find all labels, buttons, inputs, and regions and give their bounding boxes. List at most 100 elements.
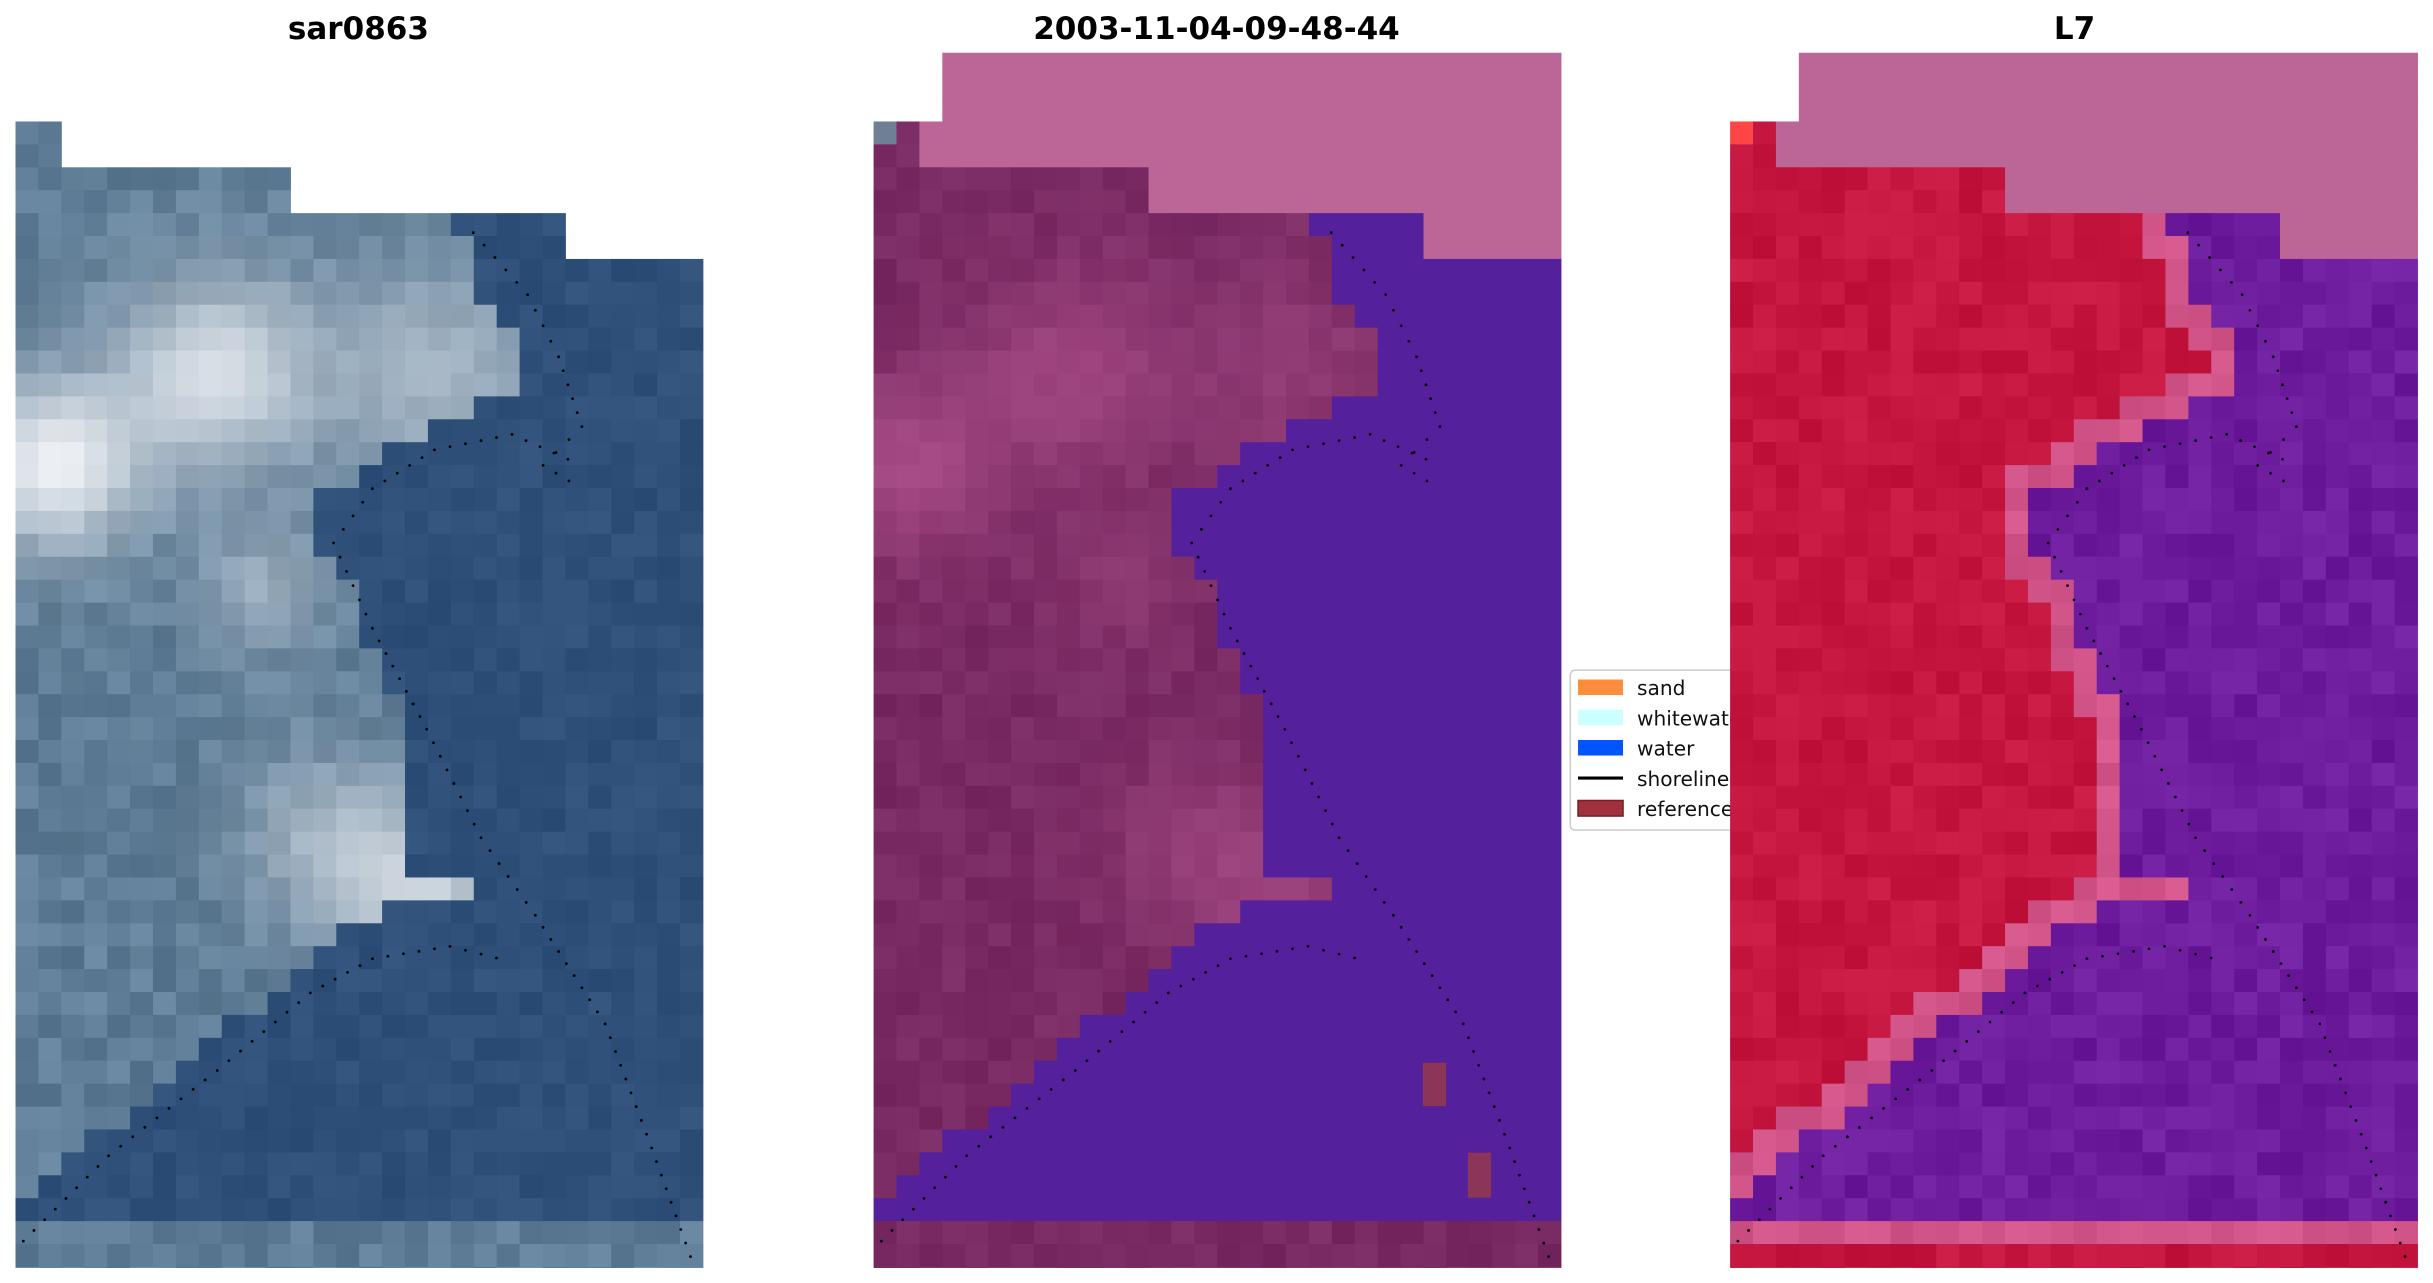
image-pixel	[2027, 602, 2052, 626]
image-pixel	[1354, 1106, 1379, 1130]
image-pixel	[2325, 1129, 2350, 1153]
image-pixel	[2394, 213, 2418, 237]
image-pixel	[2188, 1129, 2212, 1153]
image-pixel	[1011, 1221, 1035, 1245]
image-pixel	[1423, 762, 1447, 787]
image-pixel	[2371, 52, 2396, 77]
image-pixel	[2188, 281, 2212, 306]
image-pixel	[2027, 1083, 2052, 1108]
image-pixel	[1400, 579, 1424, 604]
shoreline-point	[2349, 1105, 2353, 1109]
image-pixel	[2073, 1037, 2098, 1062]
image-pixel	[1538, 350, 1562, 374]
image-pixel	[2142, 1106, 2166, 1130]
image-pixel	[61, 854, 85, 878]
image-pixel	[244, 350, 269, 374]
image-pixel	[1102, 258, 1127, 283]
image-pixel	[198, 946, 223, 970]
image-pixel	[1515, 350, 1539, 374]
image-pixel	[1492, 1221, 1516, 1245]
image-pixel	[2234, 258, 2258, 283]
image-pixel	[2142, 625, 2166, 649]
image-pixel	[473, 717, 498, 741]
image-pixel	[267, 694, 291, 718]
image-pixel	[565, 969, 589, 993]
image-pixel	[473, 1244, 498, 1268]
image-pixel	[2280, 98, 2304, 122]
image-pixel	[1730, 785, 1754, 810]
image-pixel	[2257, 602, 2281, 626]
image-pixel	[1102, 694, 1127, 718]
image-pixel	[1056, 1175, 1081, 1199]
image-pixel	[2325, 533, 2350, 558]
image-pixel	[1423, 1152, 1447, 1176]
image-pixel	[1753, 900, 1777, 924]
image-pixel	[1033, 1014, 1058, 1039]
image-pixel	[1469, 602, 1493, 626]
image-pixel	[405, 579, 429, 604]
image-pixel	[679, 992, 704, 1016]
image-pixel	[1913, 969, 1937, 993]
image-pixel	[1125, 1129, 1150, 1153]
image-pixel	[496, 923, 521, 947]
image-pixel	[1982, 510, 2006, 535]
image-pixel	[313, 900, 337, 924]
image-pixel	[1377, 1014, 1402, 1039]
shoreline-point	[425, 727, 429, 731]
image-pixel	[2211, 717, 2235, 741]
image-pixel	[2188, 510, 2212, 535]
image-pixel	[1775, 579, 1800, 604]
image-pixel	[61, 969, 85, 993]
image-pixel	[382, 465, 406, 489]
image-pixel	[175, 373, 200, 397]
image-pixel	[588, 1175, 612, 1199]
image-pixel	[588, 533, 612, 558]
shoreline-point	[639, 1119, 643, 1122]
image-pixel	[359, 808, 383, 833]
image-pixel	[519, 350, 543, 374]
image-pixel	[130, 1198, 154, 1222]
image-pixel	[1125, 327, 1150, 352]
image-pixel	[2188, 373, 2212, 397]
image-pixel	[1056, 808, 1081, 833]
image-pixel	[1492, 488, 1516, 512]
image-pixel	[1515, 854, 1539, 878]
image-pixel	[1354, 121, 1379, 145]
image-pixel	[221, 900, 246, 924]
image-pixel	[1867, 1037, 1891, 1062]
image-pixel	[1446, 190, 1470, 214]
image-pixel	[290, 1266, 314, 1268]
shoreline-point	[346, 971, 349, 974]
image-pixel	[198, 1083, 223, 1108]
image-pixel	[1240, 533, 1264, 558]
image-pixel	[2302, 52, 2327, 77]
image-pixel	[244, 442, 269, 466]
shoreline-point	[43, 1218, 47, 1222]
image-pixel	[1753, 579, 1777, 604]
shoreline-point	[371, 626, 374, 630]
image-pixel	[565, 1129, 589, 1153]
image-pixel	[1798, 992, 1823, 1016]
image-pixel	[2325, 740, 2350, 764]
image-pixel	[542, 465, 566, 489]
image-pixel	[657, 1266, 681, 1268]
shoreline-point	[1329, 231, 1333, 235]
image-pixel	[1959, 167, 1983, 191]
image-pixel	[38, 442, 62, 466]
image-pixel	[61, 877, 85, 901]
image-pixel	[1469, 1037, 1493, 1062]
image-pixel	[1056, 373, 1081, 397]
image-pixel	[2073, 350, 2098, 374]
image-pixel	[1959, 579, 1983, 604]
image-pixel	[542, 419, 566, 443]
image-pixel	[2096, 648, 2121, 672]
image-pixel	[1959, 1037, 1983, 1062]
image-pixel	[1033, 579, 1058, 604]
image-pixel	[1821, 144, 1846, 168]
image-pixel	[84, 1266, 108, 1268]
image-pixel	[988, 396, 1012, 420]
image-pixel	[988, 75, 1012, 100]
image-pixel	[588, 1060, 612, 1085]
image-pixel	[1079, 1244, 1104, 1268]
image-pixel	[1753, 831, 1777, 856]
